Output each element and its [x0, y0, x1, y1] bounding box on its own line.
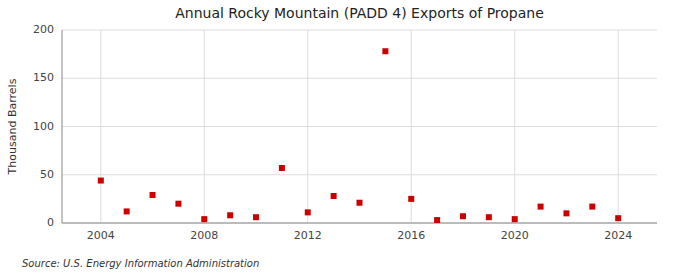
- y-grid-line: [62, 174, 657, 175]
- point: [227, 212, 233, 218]
- y-tick-label: 150: [33, 71, 54, 84]
- title: Annual Rocky Mountain (PADD 4) Exports o…: [175, 5, 544, 21]
- point: [615, 215, 621, 221]
- x-tick-label: 2004: [87, 229, 115, 242]
- y-tick-label: 0: [47, 216, 54, 229]
- grid: [62, 30, 657, 223]
- source-annotation: Source: U.S. Energy Information Administ…: [22, 258, 259, 269]
- point: [175, 201, 181, 207]
- point: [538, 204, 544, 210]
- point: [331, 193, 337, 199]
- point: [486, 214, 492, 220]
- x-tick-label: 2012: [294, 229, 322, 242]
- y-grid-line: [62, 78, 657, 79]
- point: [512, 216, 518, 222]
- point: [98, 178, 104, 184]
- y-grid-line: [62, 126, 657, 127]
- point: [279, 165, 285, 171]
- point: [434, 217, 440, 223]
- chart: 0 50 100 150 200 2004 2008 2012 2016 2020 2024 Annu…: [0, 0, 675, 275]
- y-grid-line: [62, 30, 657, 31]
- x-grid-line: [618, 30, 619, 223]
- y-axis-line: [62, 30, 63, 223]
- point: [357, 200, 363, 206]
- point: [150, 192, 156, 198]
- points: [98, 48, 621, 223]
- point: [408, 196, 414, 202]
- point: [201, 216, 207, 222]
- y-axis-label: Thousand Barrels: [6, 78, 19, 175]
- x-tick-label: 2024: [604, 229, 632, 242]
- x-grid-line: [514, 30, 515, 223]
- point: [563, 210, 569, 216]
- x-grid-line: [204, 30, 205, 223]
- x-grid-line: [100, 30, 101, 223]
- y-tick-label: 100: [33, 120, 54, 133]
- x-tick-label: 2008: [190, 229, 218, 242]
- y-tick-label: 50: [40, 168, 54, 181]
- x-grid-line: [411, 30, 412, 223]
- y-tick-label: 200: [33, 23, 54, 36]
- point: [253, 214, 259, 220]
- chart-container: 0 50 100 150 200 2004 2008 2012 2016 2020 2024 Annu…: [0, 0, 675, 275]
- x-tick-label: 2020: [501, 229, 529, 242]
- point: [460, 213, 466, 219]
- point: [382, 48, 388, 54]
- x-tick-label: 2016: [397, 229, 425, 242]
- point: [305, 209, 311, 215]
- point: [589, 204, 595, 210]
- y-grid-line: [62, 223, 657, 224]
- x-grid-line: [307, 30, 308, 223]
- point: [124, 208, 130, 214]
- x-axis-line: [62, 223, 657, 224]
